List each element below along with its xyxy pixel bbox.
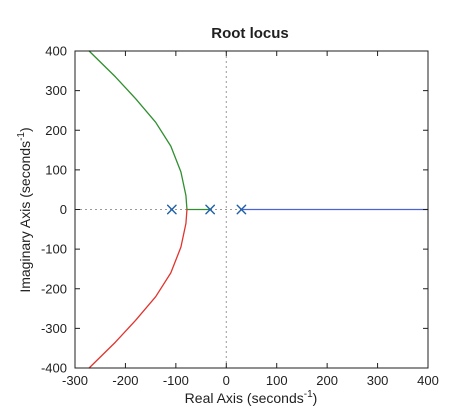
x-axis-label-exponent: -1	[304, 389, 313, 400]
y-tick-label-200: 200	[45, 123, 67, 138]
x-tick-label-0: 0	[223, 373, 230, 388]
x-tick-label-300: 300	[367, 373, 389, 388]
x-tick-label-100: 100	[266, 373, 288, 388]
pole-marker-3	[236, 204, 247, 215]
pole-marker-3-stroke-b	[236, 204, 247, 215]
y-tick-label--400: -400	[41, 361, 67, 376]
plot-layer	[75, 50, 429, 369]
y-axis-label-close: )	[17, 127, 33, 132]
x-axis-label-close: )	[313, 390, 318, 406]
y-axis-ticks: -400 -300 -200 -100 0 100 200 300 400	[41, 44, 428, 376]
y-tick-label--100: -100	[41, 242, 67, 257]
x-tick-label--200: -200	[112, 373, 138, 388]
y-tick-label--300: -300	[41, 321, 67, 336]
pole-marker-2	[205, 204, 216, 215]
x-tick-label-400: 400	[417, 373, 439, 388]
y-tick-label-400: 400	[45, 44, 67, 59]
y-axis-label: Imaginary Axis (seconds-1)	[16, 127, 33, 292]
x-tick-label--300: -300	[62, 373, 88, 388]
pole-marker-1	[166, 204, 177, 215]
x-axis-label-main: Real Axis (seconds	[185, 390, 304, 406]
x-axis-label: Real Axis (seconds-1)	[185, 389, 318, 406]
y-tick-label-0: 0	[60, 202, 67, 217]
y-tick-label--200: -200	[41, 281, 67, 296]
y-tick-label-100: 100	[45, 162, 67, 177]
pole-marker-1-stroke-b	[166, 204, 177, 215]
pole-marker-2-stroke-b	[205, 204, 216, 215]
x-axis-ticks: -300 -200 -100 0 100 200 300 400	[62, 51, 439, 388]
chart-title: Root locus	[211, 25, 289, 42]
x-tick-label-200: 200	[316, 373, 338, 388]
y-axis-label-main: Imaginary Axis (seconds	[17, 141, 33, 293]
y-axis-label-exponent: -1	[16, 132, 27, 141]
series-line-2	[88, 208, 188, 369]
y-tick-label-300: 300	[45, 83, 67, 98]
x-tick-label--100: -100	[163, 373, 189, 388]
series-line-1	[88, 50, 212, 211]
